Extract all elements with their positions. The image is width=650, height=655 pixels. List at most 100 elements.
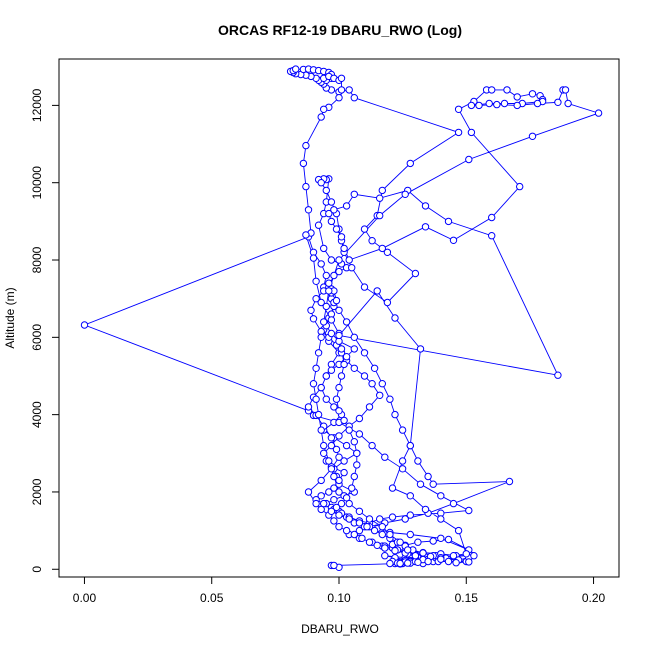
data-point [505,477,514,486]
data-point [330,496,338,504]
data-point [317,505,325,514]
data-point [368,441,376,450]
data-point [404,559,412,567]
x-tick-label: 0.20 [582,591,606,605]
data-point [309,315,318,323]
data-point [437,534,445,542]
data-point [465,506,473,515]
data-point [381,544,389,552]
data-point [444,557,453,566]
data-point [350,333,358,341]
y-tick-label: 2000 [30,478,44,505]
data-point [365,515,374,523]
data-point [355,519,364,527]
data-point [355,526,364,535]
data-point [302,141,310,150]
data-point [404,546,412,554]
chart-title: ORCAS RF12-19 DBARU_RWO (Log) [218,22,462,38]
data-point [80,321,89,329]
data-point [533,99,542,108]
data-point [320,244,328,253]
data-point [360,283,369,291]
data-point [376,194,384,202]
data-point [335,94,343,102]
data-point [363,523,371,531]
data-point [449,499,458,508]
data-point [342,318,351,326]
data-point [317,260,325,268]
data-point [335,407,343,415]
data-point [554,371,562,379]
data-point [386,559,394,568]
data-point [454,526,463,535]
data-point [327,366,336,374]
data-point [355,430,364,438]
data-point [391,547,399,555]
data-point [381,453,389,461]
data-point [327,316,336,324]
data-point [503,86,511,94]
data-point [332,296,341,305]
data-point [345,426,353,434]
data-point [292,65,300,73]
y-tick-label: 8000 [30,246,44,273]
data-point [444,217,453,226]
data-point [594,109,603,117]
data-point [335,511,343,519]
data-point [327,198,336,206]
data-point [376,515,384,523]
data-point [330,206,338,214]
data-point [437,515,445,523]
y-axis-label: Altitude (m) [3,287,17,348]
data-point [376,391,384,399]
data-point [350,530,358,539]
data-point [312,295,320,303]
data-point [330,403,338,411]
data-point [317,179,325,187]
data-point [317,113,325,121]
data-point [317,383,325,392]
data-point [340,416,348,425]
data-point [350,94,358,102]
data-point [467,128,476,137]
data-point [528,132,537,141]
data-point [312,364,320,372]
data-point [391,410,399,419]
data-point [411,269,420,278]
data-point [302,231,310,239]
data-point [360,372,369,380]
data-point [322,186,330,195]
data-point [312,499,320,508]
data-point [327,329,336,338]
data-point [376,211,384,220]
data-point [437,492,445,500]
data-point [449,552,458,560]
data-point [299,159,308,168]
data-point [429,537,437,545]
data-point [337,233,346,241]
data-point [429,480,437,488]
data-point [475,101,483,110]
data-point [370,364,379,372]
data-point [304,206,313,214]
data-point [320,441,328,450]
data-point [378,186,386,195]
data-point [307,306,315,314]
data-point [388,513,397,521]
data-point [350,364,358,372]
data-point [320,318,328,326]
data-point [414,457,422,465]
data-point [335,267,343,276]
data-point [322,302,330,311]
data-point [340,468,348,477]
data-point [314,349,323,357]
data-point [416,480,425,488]
data-point [406,511,414,519]
data-point [488,213,496,222]
data-point [325,488,333,496]
data-point [383,248,392,257]
data-point [348,264,356,272]
data-point [327,465,336,473]
data-point [340,360,348,369]
